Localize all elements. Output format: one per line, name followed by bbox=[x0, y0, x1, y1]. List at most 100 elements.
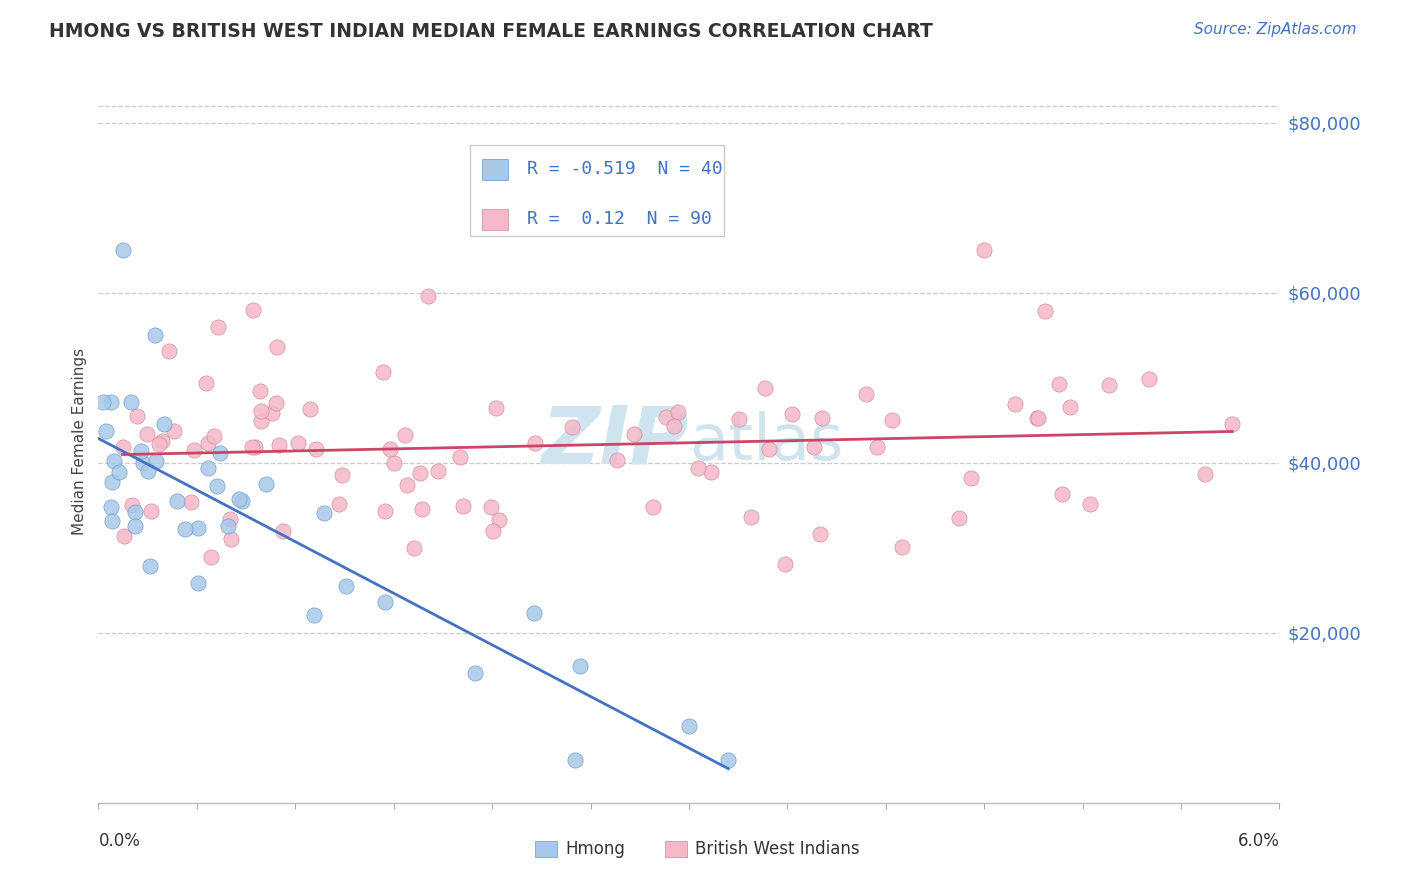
Point bbox=[332, 467, 354, 482]
Point bbox=[523, 606, 546, 620]
Point bbox=[200, 549, 222, 564]
Point bbox=[267, 438, 290, 452]
Point bbox=[561, 420, 583, 434]
Point bbox=[187, 575, 209, 590]
Point bbox=[228, 492, 250, 507]
Point bbox=[207, 319, 229, 334]
Point bbox=[111, 244, 134, 258]
Point bbox=[1194, 467, 1216, 482]
Point bbox=[464, 665, 486, 680]
Point bbox=[811, 411, 834, 425]
Point bbox=[127, 409, 149, 423]
Point bbox=[662, 419, 685, 434]
Point bbox=[219, 533, 242, 547]
Point bbox=[409, 466, 432, 480]
Point bbox=[304, 442, 326, 457]
Point bbox=[1098, 377, 1121, 392]
Point bbox=[153, 417, 176, 432]
Point bbox=[131, 456, 153, 470]
Point bbox=[254, 476, 277, 491]
Point bbox=[427, 464, 450, 478]
Point bbox=[866, 440, 889, 454]
Text: British West Indians: British West Indians bbox=[695, 840, 859, 858]
Point bbox=[411, 502, 433, 516]
Point bbox=[287, 436, 309, 450]
Point bbox=[131, 444, 153, 458]
FancyBboxPatch shape bbox=[665, 841, 686, 857]
Point bbox=[139, 559, 162, 574]
Point bbox=[124, 519, 146, 533]
Point bbox=[394, 428, 416, 442]
Point bbox=[418, 289, 440, 303]
Point bbox=[180, 495, 202, 509]
Point bbox=[641, 500, 664, 514]
Point bbox=[141, 504, 163, 518]
Point bbox=[174, 522, 197, 536]
Point bbox=[453, 499, 475, 513]
Point bbox=[150, 434, 173, 449]
Point bbox=[960, 471, 983, 485]
Point bbox=[163, 424, 186, 438]
Point bbox=[101, 475, 124, 489]
Point bbox=[1026, 411, 1049, 425]
Point bbox=[264, 396, 287, 410]
Point bbox=[740, 510, 762, 524]
Point bbox=[564, 753, 586, 767]
Point bbox=[569, 659, 592, 673]
Point bbox=[382, 456, 405, 470]
FancyBboxPatch shape bbox=[536, 841, 557, 857]
Point bbox=[100, 500, 122, 514]
Point bbox=[374, 504, 396, 518]
Text: ZIP: ZIP bbox=[541, 402, 689, 481]
Point bbox=[100, 395, 122, 409]
Point bbox=[136, 464, 159, 478]
Point bbox=[717, 753, 740, 767]
Point bbox=[219, 512, 242, 526]
Point bbox=[973, 244, 995, 258]
Text: 6.0%: 6.0% bbox=[1237, 831, 1279, 850]
Point bbox=[1078, 497, 1101, 511]
Point bbox=[485, 401, 508, 415]
Point bbox=[101, 514, 124, 528]
Point bbox=[479, 500, 502, 515]
Point bbox=[250, 404, 273, 418]
Point bbox=[371, 365, 394, 379]
Point bbox=[94, 424, 117, 438]
Point bbox=[855, 387, 877, 401]
Point bbox=[808, 526, 831, 541]
Point bbox=[159, 343, 181, 358]
Point bbox=[378, 442, 401, 457]
Point bbox=[202, 429, 225, 443]
Text: 0.0%: 0.0% bbox=[98, 831, 141, 850]
Point bbox=[449, 450, 471, 464]
Point bbox=[727, 412, 749, 426]
Point bbox=[314, 506, 336, 520]
Point bbox=[187, 520, 209, 534]
Point bbox=[488, 513, 510, 527]
Point bbox=[1047, 376, 1070, 391]
Point bbox=[374, 595, 396, 609]
Point bbox=[688, 460, 710, 475]
Point bbox=[1220, 417, 1243, 432]
Point bbox=[1026, 411, 1049, 425]
Point bbox=[262, 406, 284, 420]
Point bbox=[205, 479, 228, 493]
Point bbox=[482, 524, 505, 538]
Point bbox=[250, 414, 273, 428]
Point bbox=[145, 454, 167, 468]
Point bbox=[166, 494, 188, 508]
Point bbox=[231, 494, 253, 508]
Point bbox=[121, 498, 143, 512]
Text: Source: ZipAtlas.com: Source: ZipAtlas.com bbox=[1194, 22, 1357, 37]
Point bbox=[93, 395, 115, 409]
Point bbox=[266, 340, 288, 354]
Point bbox=[209, 446, 232, 460]
Point bbox=[754, 381, 776, 395]
FancyBboxPatch shape bbox=[482, 160, 508, 180]
Point bbox=[148, 437, 170, 451]
Point bbox=[143, 328, 166, 343]
Point bbox=[948, 510, 970, 524]
Point bbox=[803, 440, 825, 454]
Point bbox=[700, 465, 723, 479]
Text: HMONG VS BRITISH WEST INDIAN MEDIAN FEMALE EARNINGS CORRELATION CHART: HMONG VS BRITISH WEST INDIAN MEDIAN FEMA… bbox=[49, 22, 934, 41]
